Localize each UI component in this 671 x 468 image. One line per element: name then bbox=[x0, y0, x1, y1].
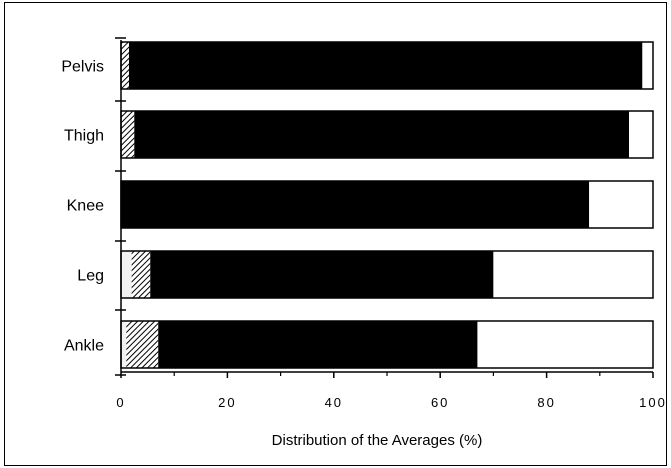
bar-segment-pelvis-hatched bbox=[121, 42, 129, 89]
x-tick-label: 60 bbox=[431, 395, 449, 410]
bars-group bbox=[120, 41, 654, 369]
bar-segment-thigh-white bbox=[629, 111, 653, 158]
bar-segment-thigh-black bbox=[134, 111, 630, 158]
category-label-ankle: Ankle bbox=[64, 338, 104, 355]
axes-group: Pelvis Thigh Knee Leg Ankle 0 20 40 60 80 100 bbox=[61, 37, 667, 410]
bar-segment-ankle-white bbox=[477, 321, 653, 368]
x-tick-label: 100 bbox=[639, 395, 667, 410]
bar-segment-leg-light bbox=[121, 251, 132, 298]
category-label-pelvis: Pelvis bbox=[61, 59, 104, 76]
x-tick-label: 0 bbox=[116, 395, 125, 410]
bar-segment-leg-black bbox=[150, 251, 494, 298]
x-tick-label: 80 bbox=[537, 395, 555, 410]
category-label-knee: Knee bbox=[67, 198, 104, 215]
x-axis-title: Distribution of the Averages (%) bbox=[272, 432, 483, 449]
category-label-thigh: Thigh bbox=[64, 128, 104, 145]
bar-segment-thigh-hatched bbox=[121, 111, 135, 158]
x-tick-label: 20 bbox=[218, 395, 236, 410]
bar-segment-ankle-black bbox=[158, 321, 478, 368]
bar-segment-knee-white bbox=[589, 181, 653, 228]
bar-segment-leg-white bbox=[493, 251, 653, 298]
x-tick-label: 40 bbox=[325, 395, 343, 410]
bar-segment-ankle-light bbox=[121, 321, 127, 368]
bar-segment-pelvis-black bbox=[128, 42, 643, 89]
bar-segment-knee-black bbox=[121, 181, 590, 228]
bar-segment-leg-hatched bbox=[131, 251, 151, 298]
category-label-leg: Leg bbox=[77, 268, 104, 285]
bar-segment-pelvis-white bbox=[642, 42, 653, 89]
bar-segment-ankle-hatched bbox=[126, 321, 159, 368]
